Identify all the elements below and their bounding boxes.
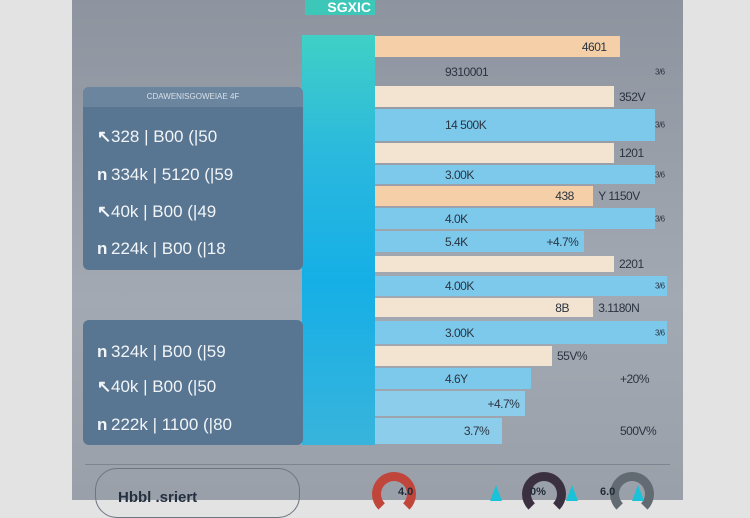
arrow-icon: ↖ xyxy=(97,377,112,396)
bar xyxy=(375,276,668,296)
bar-value: 438 xyxy=(555,189,574,203)
bar-value: +4.7% xyxy=(487,396,520,411)
gauge-value: 4.0 xyxy=(398,486,414,498)
bar xyxy=(375,208,656,229)
bar-value: 3.7% xyxy=(463,424,490,438)
bar-side-note: 3/6 xyxy=(655,281,665,291)
bar-row: 9310001 3/6 xyxy=(375,58,670,85)
bar xyxy=(375,321,668,344)
bar xyxy=(375,143,614,163)
bar-row: 438 Y 1150V xyxy=(375,185,670,207)
stat-text: 334k | 5120 (|59 xyxy=(111,165,234,184)
gauge-dark xyxy=(522,472,566,516)
stat-row: n 334k | 5120 (|59 xyxy=(97,165,233,185)
drop-icon xyxy=(632,485,644,501)
bar-side-note: 3/6 xyxy=(655,328,665,337)
bar-row: 55V% xyxy=(375,345,670,367)
bar xyxy=(375,256,614,272)
stat-text: 222k | 1100 (|80 xyxy=(111,415,232,434)
bar-label: 3.00K xyxy=(445,325,474,340)
stat-text: 40k | B00 (|50 xyxy=(111,377,217,396)
bar xyxy=(375,36,620,57)
n-icon: n xyxy=(97,239,108,258)
bar xyxy=(375,418,502,444)
stat-row: ↖328 | B00 (|50 xyxy=(97,127,217,147)
bar-side-note: 3/6 xyxy=(655,120,665,130)
bar xyxy=(375,368,532,389)
bar-label: 5.4K xyxy=(445,234,468,249)
footer-pill-button[interactable]: Hbbl .sriert xyxy=(95,468,300,518)
bar-row: 1201 xyxy=(375,142,670,164)
bar-outside-value: 3.1180N xyxy=(598,300,640,315)
bar-side-note: 3/6 xyxy=(655,170,665,179)
bar xyxy=(375,109,656,141)
bar-row: +4.7% xyxy=(375,390,670,417)
bar-value: 8B xyxy=(555,300,569,315)
bar-far-value: 500V% xyxy=(620,424,657,438)
stats-card: CDAWENISGOWEIAE 4F ↖328 | B00 (|50 n 334k |… xyxy=(83,87,303,270)
stat-row: n 324k | B00 (|59 xyxy=(97,342,226,362)
bar-row: 2201 xyxy=(375,255,670,273)
gauge-value: 6.0 xyxy=(600,486,616,498)
n-icon: n xyxy=(97,165,108,184)
stat-text: 40k | B00 (|49 xyxy=(111,202,217,221)
bar-row: 4.0K 3/6 xyxy=(375,207,670,230)
stats-card: n 324k | B00 (|59 ↖40k | B00 (|50 n 222k | 1… xyxy=(83,320,303,445)
bar-far-value: +20% xyxy=(620,371,650,386)
bar-value: 4601 xyxy=(581,39,607,54)
bar-label: 9310001 xyxy=(445,64,489,79)
stat-row: ↖40k | B00 (|50 xyxy=(97,377,216,397)
stat-row: n 222k | 1100 (|80 xyxy=(97,415,232,435)
bar-row: 352V xyxy=(375,85,670,108)
bar-row: 4.6Y +20% xyxy=(375,367,670,390)
drop-icon xyxy=(490,485,502,501)
bar-label: 4.00K xyxy=(445,279,474,293)
bar-label: 4.6Y xyxy=(445,371,468,386)
bar-row: 3.00K 3/6 xyxy=(375,164,670,185)
bar-outside-value: 2201 xyxy=(618,257,644,271)
bar xyxy=(375,165,656,184)
bar xyxy=(375,298,594,317)
stat-row: n 224k | B00 (|18 xyxy=(97,239,226,259)
bar-side-note: 3/6 xyxy=(655,214,665,223)
arrow-icon: ↖ xyxy=(97,127,112,146)
card-header: CDAWENISGOWEIAE 4F xyxy=(83,87,303,107)
drop-icon xyxy=(566,485,578,501)
accent-column xyxy=(302,35,375,445)
bar-row: 8B 3.1180N xyxy=(375,297,670,318)
bar-label: 4.0K xyxy=(445,211,468,226)
divider xyxy=(85,464,670,465)
n-icon: n xyxy=(97,342,108,361)
bar-outside-value: 352V xyxy=(618,89,646,104)
app-title: SGXIC xyxy=(305,0,375,15)
bar-row: 3.7% 500V% xyxy=(375,417,670,445)
stat-text: 324k | B00 (|59 xyxy=(111,342,226,361)
gauge-red xyxy=(372,472,416,516)
arrow-icon: ↖ xyxy=(97,202,112,221)
bar-outside-value: Y 1150V xyxy=(598,189,640,203)
bar-row: 5.4K +4.7% xyxy=(375,230,670,253)
n-icon: n xyxy=(97,415,108,434)
bar-label: 14 500K xyxy=(445,118,487,132)
bar xyxy=(375,231,585,252)
bar-side-note: 3/6 xyxy=(655,67,665,76)
bar xyxy=(375,391,526,416)
bar-value: +4.7% xyxy=(546,234,579,249)
bar-row: 14 500K 3/6 xyxy=(375,108,670,142)
bar-row: 4.00K 3/6 xyxy=(375,275,670,297)
bar-outside-value: 1201 xyxy=(618,146,644,160)
bar-label: 3.00K xyxy=(445,167,474,182)
bar-outside-value: 55V% xyxy=(557,349,588,363)
stat-text: 328 | B00 (|50 xyxy=(111,127,218,146)
bar xyxy=(375,186,594,206)
bar-row: 4601 xyxy=(375,35,670,58)
bar xyxy=(375,86,614,107)
gauge-gray xyxy=(610,472,654,516)
bar xyxy=(375,346,552,366)
stat-row: ↖40k | B00 (|49 xyxy=(97,202,216,222)
bar-row: 3.00K 3/6 xyxy=(375,320,670,345)
gauge-value: 0% xyxy=(530,486,546,498)
stat-text: 224k | B00 (|18 xyxy=(111,239,226,258)
